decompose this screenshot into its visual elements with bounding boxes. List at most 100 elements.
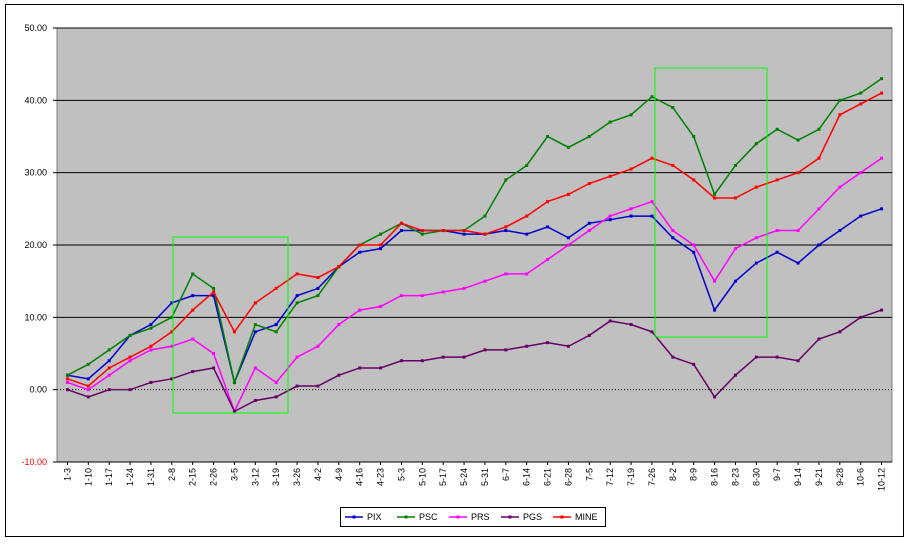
y-tick-label: -10.00: [21, 457, 47, 467]
data-point: [859, 91, 863, 95]
data-point: [295, 355, 299, 359]
data-point: [358, 243, 362, 247]
x-tick-label: 5-10: [417, 468, 427, 486]
data-point: [170, 344, 174, 348]
x-tick-label: 8-16: [710, 468, 720, 486]
x-tick-label: 2-26: [209, 468, 219, 486]
data-point: [483, 232, 487, 236]
x-tick-label: 7-26: [647, 468, 657, 486]
data-point: [504, 229, 508, 233]
data-point: [754, 185, 758, 189]
x-tick-label: 2-8: [167, 468, 177, 481]
data-point: [399, 294, 403, 298]
data-point: [629, 214, 633, 218]
data-point: [733, 196, 737, 200]
x-tick-label: 1-3: [62, 468, 72, 481]
data-point: [191, 337, 195, 341]
data-point: [295, 294, 299, 298]
highlight-box: [654, 67, 768, 338]
data-point: [86, 388, 90, 392]
x-tick-label: 7-19: [626, 468, 636, 486]
data-point: [817, 207, 821, 211]
data-point: [880, 91, 884, 95]
data-point: [65, 388, 69, 392]
x-tick-label: 1-31: [146, 468, 156, 486]
data-point: [608, 174, 612, 178]
data-point: [796, 261, 800, 265]
x-tick-label: 8-30: [751, 468, 761, 486]
data-point: [379, 304, 383, 308]
data-point: [754, 142, 758, 146]
x-tick-label: 1-24: [125, 468, 135, 486]
data-point: [838, 98, 842, 102]
data-point: [232, 380, 236, 384]
legend-label: PRS: [471, 512, 490, 522]
data-point: [525, 344, 529, 348]
data-point: [838, 229, 842, 233]
data-point: [86, 395, 90, 399]
data-point: [128, 333, 132, 337]
x-tick-label: 10-12: [877, 468, 887, 491]
data-point: [212, 286, 216, 290]
data-point: [107, 348, 111, 352]
data-point: [859, 315, 863, 319]
data-point: [566, 192, 570, 196]
data-point: [253, 366, 257, 370]
data-point: [462, 232, 466, 236]
data-point: [232, 330, 236, 334]
data-point: [274, 286, 278, 290]
data-point: [775, 178, 779, 182]
data-point: [86, 377, 90, 381]
legend: [340, 507, 606, 527]
legend-marker: [404, 515, 408, 519]
x-tick-label: 3-12: [250, 468, 260, 486]
data-point: [441, 290, 445, 294]
data-point: [692, 178, 696, 182]
data-point: [420, 229, 424, 233]
x-tick-label: 5-31: [480, 468, 490, 486]
data-point: [608, 319, 612, 323]
data-point: [629, 113, 633, 117]
data-point: [546, 225, 550, 229]
data-point: [859, 102, 863, 106]
data-point: [671, 163, 675, 167]
data-point: [650, 214, 654, 218]
data-point: [817, 243, 821, 247]
data-point: [441, 355, 445, 359]
data-point: [149, 323, 153, 327]
x-tick-label: 9-21: [814, 468, 824, 486]
data-point: [817, 156, 821, 160]
data-point: [149, 348, 153, 352]
data-point: [546, 200, 550, 204]
data-point: [796, 171, 800, 175]
data-point: [587, 333, 591, 337]
x-tick-label: 2-15: [188, 468, 198, 486]
data-point: [775, 355, 779, 359]
data-point: [525, 214, 529, 218]
x-tick-label: 4-23: [376, 468, 386, 486]
data-point: [316, 286, 320, 290]
data-point: [253, 301, 257, 305]
series-line: [67, 309, 882, 413]
data-point: [838, 113, 842, 117]
highlight-box: [172, 236, 289, 414]
data-point: [566, 236, 570, 240]
y-tick-label: 50.00: [24, 23, 47, 33]
grid: [53, 27, 892, 465]
x-tick-label: 5-3: [396, 468, 406, 481]
data-point: [650, 95, 654, 99]
x-tick-label: 4-16: [355, 468, 365, 486]
data-point: [838, 185, 842, 189]
data-point: [462, 229, 466, 233]
data-point: [587, 229, 591, 233]
legend-label: PSC: [419, 512, 438, 522]
data-point: [754, 236, 758, 240]
data-point: [149, 326, 153, 330]
data-point: [337, 323, 341, 327]
data-point: [399, 221, 403, 225]
data-point: [420, 359, 424, 363]
data-point: [713, 395, 717, 399]
series-line: [67, 157, 882, 414]
data-point: [107, 388, 111, 392]
